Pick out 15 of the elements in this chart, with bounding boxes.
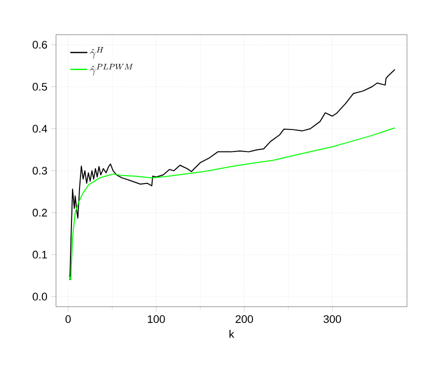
x-axis-title: k bbox=[229, 330, 234, 338]
legend-label: $\hat{\gamma}^{H}$ bbox=[90, 47, 104, 59]
y-tick-label: 0.3 bbox=[32, 166, 47, 175]
x-tick-label: 100 bbox=[148, 315, 165, 323]
line-series bbox=[68, 127, 396, 280]
x-tick-label: 200 bbox=[236, 315, 253, 323]
legend-label: $\hat{\gamma}^{PLPWM}$ bbox=[90, 64, 133, 76]
y-tick-label: 0.2 bbox=[32, 208, 47, 217]
y-tick-label: 0.0 bbox=[32, 292, 48, 301]
y-tick-label: 0.1 bbox=[32, 250, 47, 259]
x-tick-label: 0 bbox=[66, 315, 71, 323]
y-tick-label: 0.6 bbox=[32, 40, 47, 49]
y-tick-label: 0.5 bbox=[32, 82, 48, 91]
x-tick-label: 300 bbox=[324, 315, 342, 323]
y-tick-label: 0.4 bbox=[32, 124, 48, 133]
